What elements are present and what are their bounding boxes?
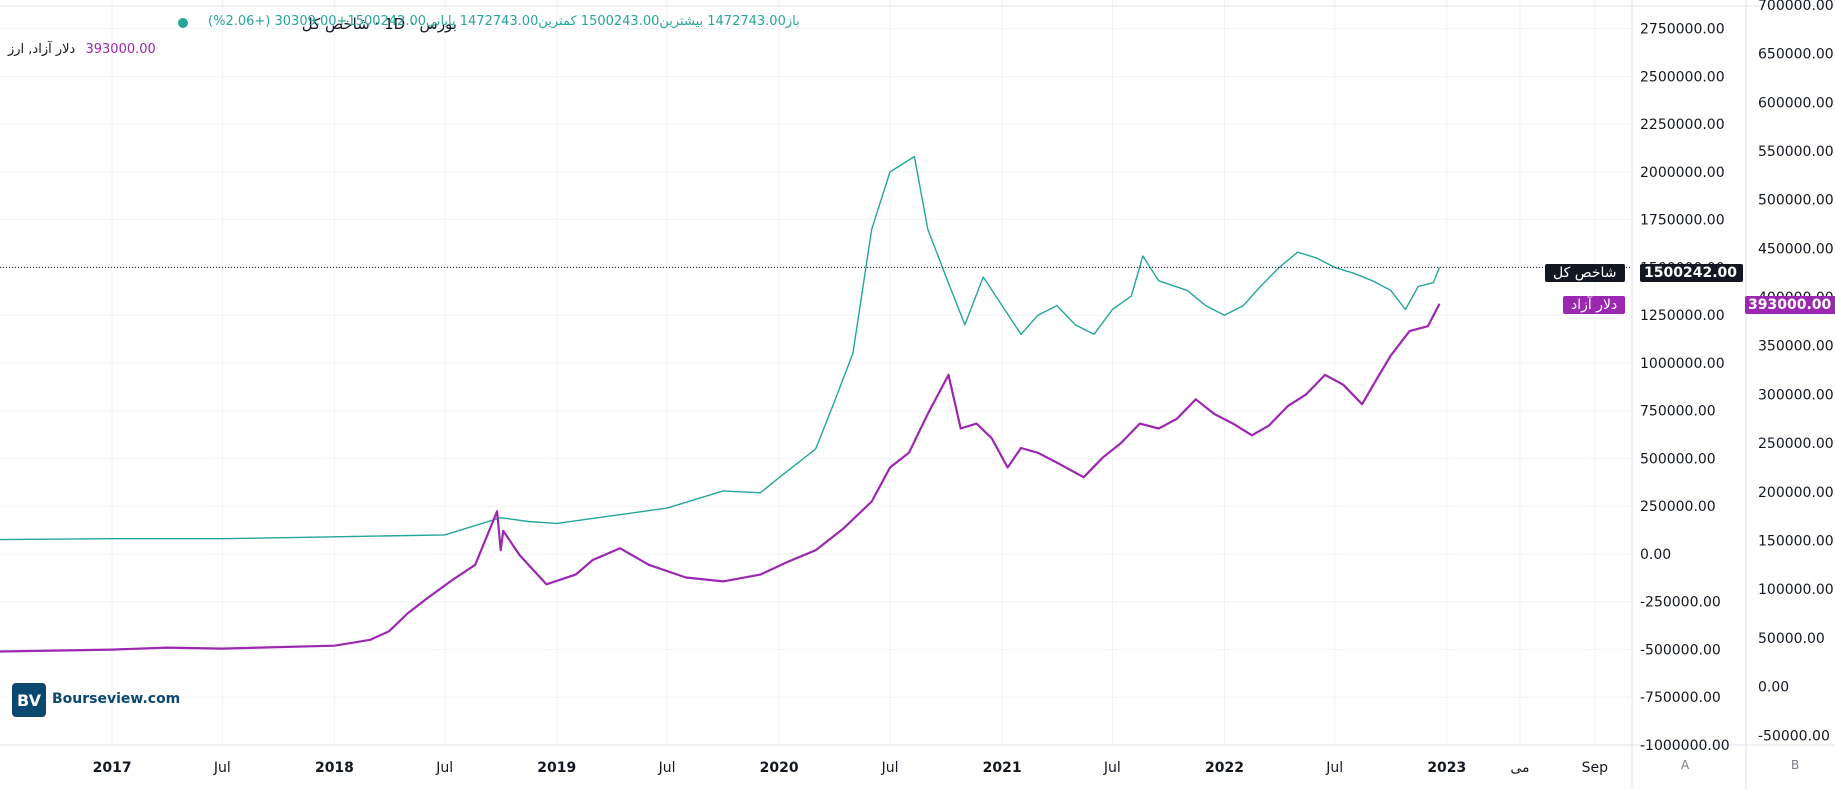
secondary-y-tick: 50000.00 — [1758, 631, 1825, 647]
primary-y-tick: 500000.00 — [1640, 451, 1716, 467]
x-tick: 2023 — [1427, 760, 1466, 776]
x-tick: 2021 — [983, 760, 1022, 776]
x-tick: Jul — [658, 760, 676, 776]
primary-y-tick: -1000000.00 — [1640, 738, 1730, 754]
secondary-y-tick: 300000.00 — [1758, 387, 1834, 403]
series-layer — [0, 155, 1632, 653]
secondary-y-tick: 150000.00 — [1758, 533, 1834, 549]
ohlc-values: باز1472743.00 بیشترین1500243.00 کمترین14… — [208, 14, 800, 29]
x-tick: 2022 — [1205, 760, 1244, 776]
primary-y-tick: 1750000.00 — [1640, 213, 1725, 229]
x-tick: Jul — [435, 760, 453, 776]
primary-y-tick: 0.00 — [1640, 547, 1671, 563]
primary-y-tick: 2000000.00 — [1640, 165, 1725, 181]
primary-y-tick: -250000.00 — [1640, 595, 1721, 611]
status-dot — [178, 18, 188, 28]
secondary-y-tick: 450000.00 — [1758, 241, 1834, 257]
secondary-y-tick: 700000.00 — [1758, 0, 1834, 14]
primary-y-tick: 2750000.00 — [1640, 22, 1725, 38]
axis-a-button[interactable]: A — [1681, 758, 1689, 772]
index-name-badge: شاخص کل — [1545, 264, 1625, 282]
logo-mark: BV — [17, 690, 41, 710]
x-tick: می — [1510, 760, 1529, 776]
primary-y-tick: 250000.00 — [1640, 499, 1716, 515]
secondary-y-tick: 600000.00 — [1758, 95, 1834, 111]
primary-y-tick: -500000.00 — [1640, 642, 1721, 658]
secondary-y-tick: 100000.00 — [1758, 582, 1834, 598]
index-value-label: 1500242.00 — [1644, 265, 1737, 281]
secondary-y-tick: 500000.00 — [1758, 193, 1834, 209]
symbol-title[interactable]: بورس · 1D · شاخص کل — [301, 15, 457, 33]
axis-b-label: B — [1791, 758, 1800, 772]
x-tick: Sep — [1582, 760, 1609, 776]
logo-text: Bourseview.com — [52, 691, 181, 707]
axis-a-label: A — [1681, 758, 1690, 772]
index-series-line — [0, 155, 1441, 541]
x-tick: Jul — [1103, 760, 1121, 776]
primary-y-tick: 1000000.00 — [1640, 356, 1725, 372]
dollar-name-badge: دلار آزاد — [1563, 296, 1626, 314]
primary-y-tick: 2250000.00 — [1640, 117, 1725, 133]
secondary-y-tick: 200000.00 — [1758, 485, 1834, 501]
x-tick: 2020 — [760, 760, 799, 776]
primary-y-tick: 1250000.00 — [1640, 308, 1725, 324]
secondary-y-tick: 550000.00 — [1758, 144, 1834, 160]
x-tick: 2017 — [93, 760, 132, 776]
secondary-y-tick: 250000.00 — [1758, 436, 1834, 452]
primary-y-tick: 750000.00 — [1640, 404, 1716, 420]
secondary-y-tick: -50000.00 — [1758, 728, 1830, 744]
x-tick: Jul — [213, 760, 231, 776]
secondary-series-name: دلار آزاد, ارز — [8, 42, 76, 57]
axis-b-button[interactable]: B — [1791, 758, 1799, 772]
bourseview-logo: BV — [12, 683, 46, 717]
primary-y-tick: -750000.00 — [1640, 690, 1721, 706]
x-tick: Jul — [1325, 760, 1343, 776]
grid-lines — [0, 0, 1632, 746]
dollar-value-badge: 393000.00 — [1745, 296, 1835, 314]
x-tick: 2018 — [315, 760, 354, 776]
dollar-value-label: 393000.00 — [1748, 297, 1832, 313]
secondary-y-tick: 350000.00 — [1758, 339, 1834, 355]
x-tick: Jul — [881, 760, 899, 776]
dollar-name-label: دلار آزاد — [1571, 297, 1618, 313]
index-name-label: شاخص کل — [1553, 265, 1617, 281]
secondary-y-tick: 650000.00 — [1758, 47, 1834, 63]
secondary-series-value: 393000.00 — [85, 42, 156, 57]
x-tick: 2019 — [537, 760, 576, 776]
primary-y-tick: 2500000.00 — [1640, 69, 1725, 85]
dollar-series-line — [0, 303, 1441, 653]
secondary-y-tick: 0.00 — [1758, 680, 1789, 696]
index-value-badge: 1500242.00 — [1640, 264, 1743, 282]
